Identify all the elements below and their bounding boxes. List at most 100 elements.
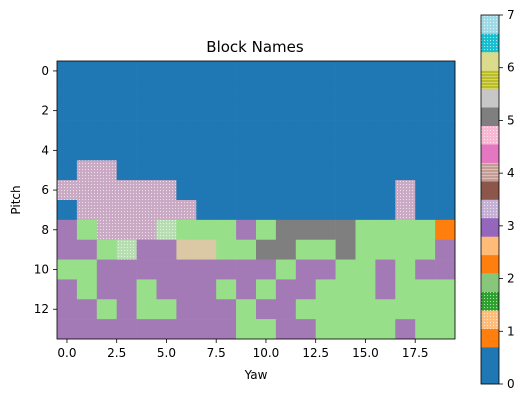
heatmap-cell bbox=[415, 319, 436, 340]
heatmap-cell bbox=[236, 239, 257, 260]
heatmap-cell bbox=[196, 319, 217, 340]
heatmap-cell bbox=[395, 120, 416, 141]
heatmap-cell bbox=[335, 160, 356, 181]
heatmap-cell-hatch bbox=[76, 160, 98, 181]
heatmap-cell bbox=[275, 61, 297, 82]
colorbar-band bbox=[481, 254, 499, 274]
y-axis-label: Pitch bbox=[9, 185, 23, 214]
heatmap-cell bbox=[116, 140, 137, 161]
heatmap-cell bbox=[176, 61, 197, 82]
heatmap-cell bbox=[315, 200, 336, 221]
heatmap-cell bbox=[176, 279, 197, 300]
heatmap-cell bbox=[355, 200, 376, 221]
heatmap-cell bbox=[375, 239, 396, 260]
heatmap-cell bbox=[57, 239, 78, 260]
heatmap-cell bbox=[236, 180, 257, 201]
heatmap-cell bbox=[236, 100, 257, 121]
heatmap-cell bbox=[156, 80, 177, 102]
heatmap-cell bbox=[315, 61, 336, 82]
heatmap-cell bbox=[295, 100, 316, 121]
y-tick-label: 0 bbox=[41, 64, 49, 78]
heatmap-cell bbox=[136, 259, 157, 280]
heatmap-cell bbox=[216, 319, 237, 340]
heatmap-cell bbox=[76, 100, 98, 121]
heatmap-cell bbox=[236, 61, 257, 82]
heatmap-cell bbox=[415, 200, 436, 221]
colorbar-frame bbox=[480, 14, 500, 385]
heatmap-cell bbox=[176, 100, 197, 121]
heatmap-cell-hatch bbox=[156, 180, 177, 201]
heatmap-cell bbox=[335, 259, 356, 280]
colorbar-band-hatch bbox=[481, 15, 499, 34]
heatmap-cell bbox=[435, 239, 456, 260]
heatmap-cell bbox=[116, 120, 137, 141]
y-tick-label: 4 bbox=[41, 143, 49, 157]
heatmap-cell bbox=[295, 61, 316, 82]
heatmap-cell bbox=[435, 259, 456, 280]
heatmap-cell bbox=[96, 140, 117, 161]
colorbar-band-hatch bbox=[481, 199, 499, 219]
heatmap-cell bbox=[375, 180, 396, 201]
heatmap-cell bbox=[216, 100, 237, 121]
heatmap-cell bbox=[315, 80, 336, 102]
heatmap-cell bbox=[116, 160, 137, 181]
colorbar-band-hatch bbox=[481, 162, 499, 182]
heatmap-cell bbox=[76, 319, 98, 340]
heatmap-cell bbox=[375, 80, 396, 102]
heatmap-cell bbox=[375, 299, 396, 320]
x-tick-label: 17.5 bbox=[402, 346, 429, 360]
heatmap-cell bbox=[196, 259, 217, 280]
colorbar-tick-label: 0 bbox=[507, 377, 515, 391]
heatmap-cell bbox=[236, 219, 257, 241]
heatmap-cell bbox=[315, 319, 336, 340]
heatmap-cell bbox=[136, 279, 157, 300]
heatmap-cell bbox=[216, 180, 237, 201]
heatmap-cell bbox=[275, 319, 297, 340]
heatmap-cell bbox=[136, 160, 157, 181]
heatmap-cell bbox=[156, 100, 177, 121]
heatmap-cell bbox=[415, 160, 436, 181]
heatmap-cell bbox=[355, 279, 376, 300]
heatmap-cell bbox=[176, 140, 197, 161]
heatmap-cell bbox=[196, 279, 217, 300]
heatmap-cell bbox=[96, 259, 117, 280]
colorbar-band bbox=[481, 88, 499, 108]
x-axis-label: Yaw bbox=[244, 368, 268, 382]
y-tick-label: 8 bbox=[41, 223, 49, 237]
heatmap-cell bbox=[295, 239, 316, 260]
heatmap-cell bbox=[355, 140, 376, 161]
heatmap-cell bbox=[395, 299, 416, 320]
heatmap-cell bbox=[435, 180, 456, 201]
heatmap-cell bbox=[57, 80, 78, 102]
heatmap-cell bbox=[256, 80, 277, 102]
heatmap-cell bbox=[57, 259, 78, 280]
heatmap-cell bbox=[256, 160, 277, 181]
heatmap-cell bbox=[355, 100, 376, 121]
heatmap-cell bbox=[176, 219, 197, 241]
x-tick-label: 15.0 bbox=[352, 346, 379, 360]
heatmap-cell bbox=[196, 299, 217, 320]
heatmap-cell bbox=[76, 140, 98, 161]
heatmap-cell bbox=[315, 100, 336, 121]
heatmap-cell-hatch bbox=[136, 200, 157, 221]
colorbar-band-hatch bbox=[481, 273, 499, 293]
heatmap-cell bbox=[435, 80, 456, 102]
colorbar-band bbox=[481, 107, 499, 126]
heatmap-cell bbox=[256, 61, 277, 82]
colorbar-band bbox=[481, 144, 499, 163]
colorbar-band-hatch bbox=[481, 33, 499, 53]
heatmap-cell bbox=[196, 80, 217, 102]
heatmap-cell bbox=[176, 160, 197, 181]
heatmap-cell bbox=[216, 299, 237, 320]
heatmap-cell bbox=[335, 180, 356, 201]
heatmap-cell bbox=[415, 279, 436, 300]
heatmap-cell bbox=[315, 239, 336, 260]
heatmap-cell bbox=[216, 219, 237, 241]
heatmap-cell bbox=[295, 160, 316, 181]
heatmap-cell bbox=[375, 120, 396, 141]
heatmap-cell bbox=[395, 259, 416, 280]
heatmap-cell bbox=[176, 80, 197, 102]
heatmap-cell bbox=[335, 80, 356, 102]
heatmap-cell bbox=[196, 180, 217, 201]
heatmap-cell bbox=[57, 160, 78, 181]
